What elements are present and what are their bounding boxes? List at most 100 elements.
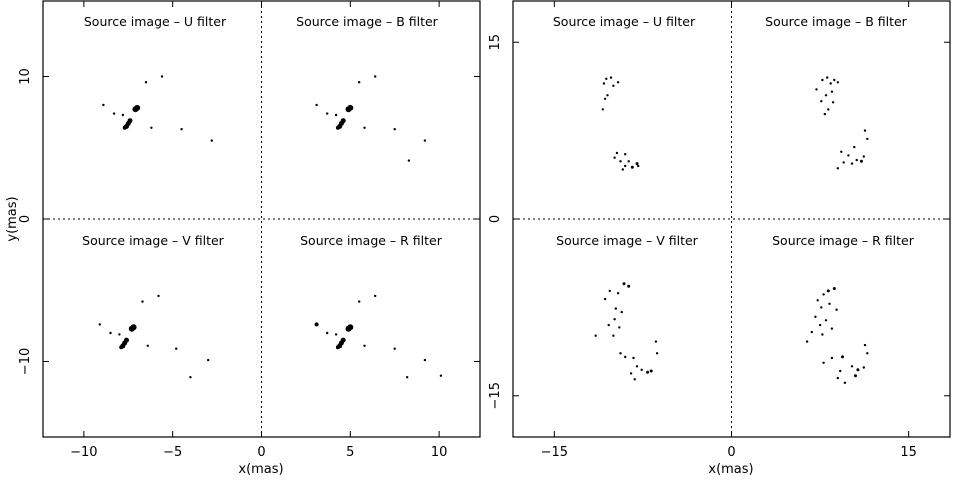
- data-point: [121, 113, 125, 117]
- data-point: [622, 282, 626, 286]
- panel-right-title-v: Source image – V filter: [556, 233, 698, 248]
- data-point: [406, 376, 409, 379]
- data-point: [856, 368, 860, 372]
- y-tick-label: 15: [488, 34, 503, 51]
- data-point: [141, 300, 144, 303]
- data-point: [629, 372, 633, 375]
- data-point: [618, 326, 621, 329]
- data-point: [822, 293, 825, 296]
- x-tick-label: 5: [346, 445, 354, 460]
- data-point: [606, 94, 609, 97]
- data-point: [122, 125, 127, 130]
- data-point: [830, 356, 834, 360]
- data-point: [826, 289, 830, 293]
- data-point: [830, 327, 834, 330]
- x-tick-label: −5: [163, 445, 182, 460]
- data-point: [358, 300, 361, 303]
- data-point: [335, 125, 340, 130]
- data-point: [607, 323, 610, 327]
- data-point: [627, 160, 630, 163]
- data-point: [840, 150, 843, 153]
- data-point: [649, 369, 653, 373]
- data-point: [827, 108, 830, 111]
- panel-right-xlabel: x(mas): [708, 462, 753, 477]
- data-point: [821, 78, 824, 82]
- data-point: [828, 302, 831, 305]
- data-point: [326, 331, 329, 335]
- data-point: [407, 159, 411, 162]
- data-point: [654, 340, 658, 343]
- x-tick-label: 0: [257, 445, 265, 460]
- data-point: [619, 160, 622, 163]
- data-point: [824, 319, 828, 322]
- data-point: [118, 333, 121, 336]
- data-point: [815, 88, 818, 91]
- data-point: [109, 331, 112, 335]
- panel-left-axes: −10 −5 0 5 10 −10 0 10: [18, 1, 480, 460]
- data-point: [374, 294, 377, 298]
- data-point: [863, 343, 867, 347]
- data-point: [616, 292, 620, 295]
- panel-left-title-u: Source image – U filter: [84, 14, 227, 29]
- x-tick-label: 15: [900, 445, 917, 460]
- data-point: [374, 75, 377, 78]
- data-point: [635, 365, 639, 368]
- data-point: [829, 82, 832, 85]
- data-point: [835, 308, 838, 311]
- data-point: [843, 381, 847, 384]
- panel-left-title-r: Source image – R filter: [300, 233, 443, 248]
- data-point: [850, 162, 854, 165]
- data-point: [633, 378, 636, 381]
- data-point: [175, 347, 178, 350]
- data-point: [862, 366, 865, 369]
- data-point: [836, 167, 839, 170]
- data-point: [613, 318, 616, 321]
- data-point: [630, 165, 634, 169]
- data-point: [816, 299, 819, 302]
- data-point: [624, 355, 627, 359]
- x-tick-label: −10: [70, 445, 97, 460]
- data-point: [326, 112, 329, 115]
- data-point: [603, 97, 607, 101]
- data-point: [150, 126, 153, 129]
- x-tick-label: −15: [541, 445, 568, 460]
- data-point: [112, 112, 116, 115]
- data-point: [358, 81, 361, 84]
- data-point: [823, 112, 826, 116]
- data-point: [859, 159, 863, 163]
- data-point: [627, 284, 631, 288]
- panel-right-axes: −15 0 15 −15 0 15: [488, 1, 950, 460]
- data-point: [818, 323, 822, 327]
- data-point: [345, 325, 352, 332]
- data-point: [842, 161, 845, 164]
- data-point: [594, 334, 597, 337]
- data-point: [820, 100, 823, 103]
- data-point: [393, 128, 396, 131]
- data-point: [821, 333, 824, 336]
- panel-left-title-v: Source image – V filter: [82, 233, 224, 248]
- data-point: [635, 162, 639, 166]
- data-point: [612, 334, 615, 337]
- data-point: [102, 103, 105, 107]
- data-point: [862, 155, 865, 158]
- data-point: [866, 137, 869, 141]
- data-point: [863, 129, 867, 132]
- panel-left-ylabel: y(mas): [5, 196, 20, 241]
- data-point: [866, 352, 869, 355]
- data-point: [605, 77, 608, 81]
- data-point: [423, 139, 427, 142]
- data-point: [853, 145, 856, 149]
- data-point: [363, 344, 366, 347]
- data-point: [334, 333, 338, 336]
- panel-right-title-u: Source image – U filter: [553, 14, 696, 29]
- data-point: [637, 164, 640, 168]
- data-point: [603, 297, 607, 301]
- data-point: [180, 128, 183, 131]
- data-point: [612, 84, 615, 88]
- y-tick-label: −15: [488, 382, 503, 409]
- panel-left-title-b: Source image – B filter: [296, 14, 439, 29]
- data-point: [614, 307, 617, 310]
- data-point: [830, 90, 834, 93]
- data-point: [655, 352, 659, 355]
